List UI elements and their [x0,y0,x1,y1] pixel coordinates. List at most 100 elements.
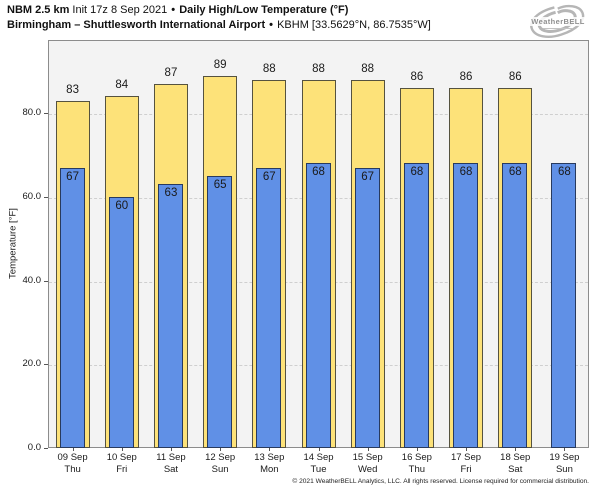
y-axis-title: Temperature [°F] [7,208,19,279]
low-value-label: 65 [213,179,227,191]
x-tick-label: 19 Sep Sun [539,452,589,475]
low-bar [256,167,282,448]
x-tick [170,448,172,451]
y-tick-label: 60.0 [22,190,42,202]
header-line-1: NBM 2.5 km Init 17z 8 Sep 2021 • Daily H… [7,3,431,18]
x-label-date: 16 Sep [401,452,432,463]
product-title: Daily High/Low Temperature (°F) [179,4,349,16]
station-id: KBHM [33.5629°N, 86.7535°W] [277,19,431,31]
low-bar [157,184,183,448]
x-tick [318,448,320,451]
x-label-day: Thu [408,463,426,475]
y-tick [44,196,48,198]
y-tick [44,364,48,366]
x-tick [466,448,468,451]
init-time: Init 17z 8 Sep 2021 [72,4,168,16]
x-label-day: Sun [211,463,229,475]
y-tick [44,448,48,449]
x-tick [564,448,566,451]
weatherbell-logo: WeatherBELL [522,1,594,45]
separator-bullet: • [269,19,274,31]
x-tick [416,448,418,451]
x-label-date: 15 Sep [352,452,383,463]
high-value-label: 86 [459,71,473,84]
x-tick-label: 14 Sep Tue [294,452,344,475]
x-tick-label: 11 Sep Sat [146,452,196,475]
station-name: Birmingham – Shuttlesworth International… [7,19,266,31]
low-bar [354,167,380,448]
copyright-text: © 2021 WeatherBELL Analytics, LLC. All r… [292,478,589,485]
x-tick [121,448,123,451]
x-tick-label: 17 Sep Fri [441,452,491,475]
x-tick [72,448,74,451]
x-tick-label: 18 Sep Sat [490,452,540,475]
x-label-date: 13 Sep [254,452,285,463]
x-label-day: Fri [116,463,128,475]
low-value-label: 67 [262,170,276,183]
low-bar [403,163,429,448]
y-tick-label: 20.0 [22,358,42,370]
x-label-date: 14 Sep [303,452,334,463]
x-tick-label: 16 Sep Thu [392,452,442,475]
low-bar [207,176,233,448]
y-tick [44,280,48,282]
y-tick-label: 40.0 [22,274,42,286]
low-bar [453,163,479,448]
x-tick [367,448,369,451]
y-tick-label: 0.0 [27,442,41,453]
low-value-label: 63 [164,187,178,200]
chart-header: NBM 2.5 km Init 17z 8 Sep 2021 • Daily H… [7,3,431,33]
header-line-2: Birmingham – Shuttlesworth International… [7,18,431,33]
x-tick [220,448,222,451]
x-label-day: Wed [357,463,378,475]
x-label-date: 11 Sep [156,452,186,463]
x-tick-label: 13 Sep Mon [244,452,294,475]
model-name: NBM 2.5 km [7,4,70,16]
low-value-label: 67 [361,170,375,183]
high-value-label: 88 [262,62,276,75]
low-bar [551,163,577,448]
x-label-day: Mon [260,463,279,475]
x-label-date: 17 Sep [450,452,482,463]
low-value-label: 68 [459,166,473,179]
x-label-day: Fri [460,463,472,475]
y-tick-label: 80.0 [22,107,42,119]
x-tick [515,448,517,451]
low-bar [108,196,134,448]
low-value-label: 68 [558,166,571,179]
x-tick [269,448,271,451]
low-bar [59,167,85,448]
x-label-day: Sat [508,463,523,475]
x-label-date: 18 Sep [500,452,531,463]
high-value-label: 84 [115,79,129,92]
low-bar [305,163,331,448]
low-bar [502,163,528,448]
y-tick [44,113,48,115]
x-label-day: Sat [163,463,179,475]
logo-underline [543,28,573,29]
x-tick-label: 15 Sep Wed [343,452,393,475]
low-value-label: 68 [410,166,424,179]
x-label-day: Sun [555,463,573,475]
x-tick-label: 12 Sep Sun [195,452,245,475]
x-label-date: 10 Sep [106,452,137,463]
x-label-day: Thu [64,463,81,475]
high-value-label: 88 [312,62,325,75]
low-value-label: 68 [508,166,522,179]
low-value-label: 67 [66,170,79,183]
high-value-label: 86 [508,71,522,84]
high-value-label: 87 [164,66,178,79]
high-value-label: 86 [410,71,424,84]
low-value-label: 60 [115,199,129,212]
low-value-label: 68 [312,166,325,179]
logo-brand-text: WeatherBELL [529,17,587,26]
high-value-label: 88 [361,62,375,75]
x-label-day: Tue [310,463,327,475]
high-value-label: 83 [66,83,79,96]
x-tick-label: 09 Sep Thu [48,452,98,475]
x-label-date: 12 Sep [205,452,236,463]
x-label-date: 19 Sep [549,452,580,463]
x-label-date: 09 Sep [57,452,88,463]
x-tick-label: 10 Sep Fri [97,452,147,475]
